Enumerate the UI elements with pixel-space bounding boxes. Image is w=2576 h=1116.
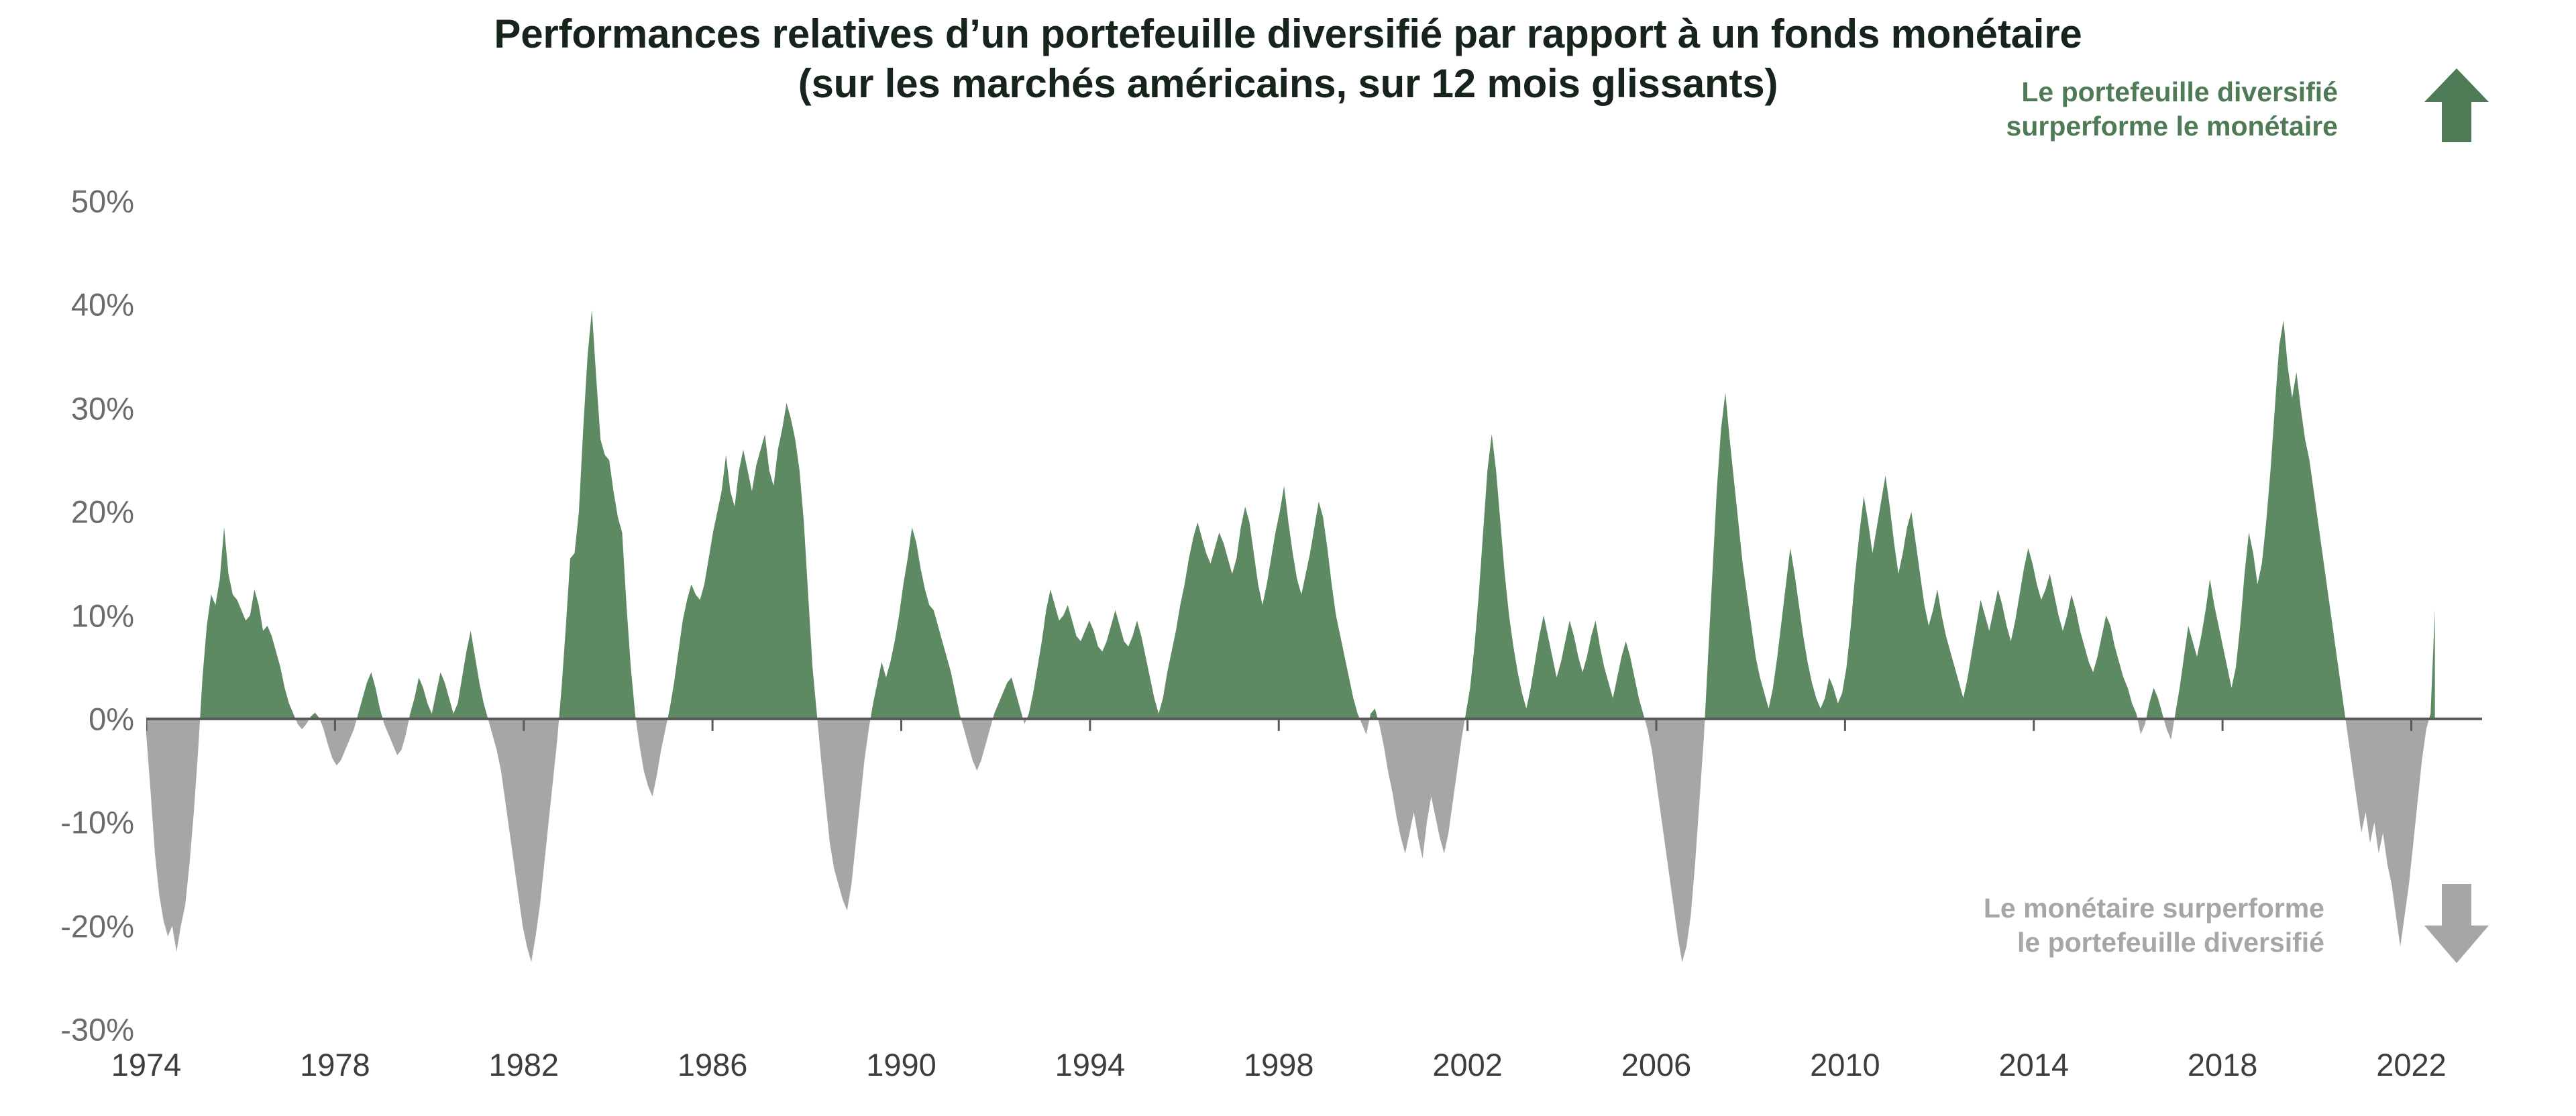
x-tick-label: 1978: [300, 1047, 370, 1082]
arrow-down-icon: [2424, 884, 2489, 963]
x-tick-label: 1982: [488, 1047, 559, 1082]
annotation-underperform: Le monétaire surperforme le portefeuille…: [1984, 891, 2324, 960]
x-tick-label: 2010: [1810, 1047, 1880, 1082]
area-chart: [146, 310, 2482, 962]
x-tick-label: 2002: [1432, 1047, 1503, 1082]
annotation-underperform-line-2: le portefeuille diversifié: [2017, 927, 2324, 958]
x-tick-label: 1994: [1055, 1047, 1126, 1082]
y-tick-label: -20%: [60, 908, 134, 944]
y-tick-label: -10%: [60, 804, 134, 840]
y-tick-label: 50%: [70, 183, 134, 219]
y-tick-label: 0%: [89, 701, 134, 737]
title-line-2: (sur les marchés américains, sur 12 mois…: [798, 60, 1778, 106]
annotation-underperform-line-1: Le monétaire surperforme: [1983, 893, 2324, 924]
plot-area: [146, 201, 2482, 1029]
x-tick-label: 1990: [866, 1047, 936, 1082]
title-line-1: Performances relatives d’un portefeuille…: [494, 11, 2082, 56]
area-fill-positive: [146, 310, 2435, 719]
x-tick-label: 2014: [1998, 1047, 2070, 1082]
x-tick-label: 1998: [1243, 1047, 1314, 1082]
annotation-outperform: Le portefeuille diversifié surperforme l…: [2006, 75, 2338, 144]
arrow-up-icon: [2424, 68, 2489, 142]
x-tick-label: 1986: [677, 1047, 748, 1082]
annotation-outperform-line-2: surperforme le monétaire: [2006, 111, 2338, 142]
y-tick-label: -30%: [60, 1011, 134, 1048]
y-tick-label: 10%: [70, 598, 134, 633]
x-tick-label: 2006: [1621, 1047, 1692, 1082]
x-tick-label: 1974: [111, 1047, 182, 1082]
chart-title: Performances relatives d’un portefeuille…: [0, 9, 2576, 109]
y-tick-label: 30%: [70, 390, 134, 427]
x-tick-label: 2022: [2376, 1047, 2447, 1082]
x-axis-labels: 1974 1978 1982 1986 1990 1994 1998 2002 2006 2010…: [0, 1046, 2576, 1100]
y-tick-label: 20%: [70, 494, 134, 530]
x-tick-label: 2018: [2187, 1047, 2258, 1082]
y-tick-label: 40%: [70, 286, 134, 323]
annotation-outperform-line-1: Le portefeuille diversifié: [2021, 76, 2338, 107]
